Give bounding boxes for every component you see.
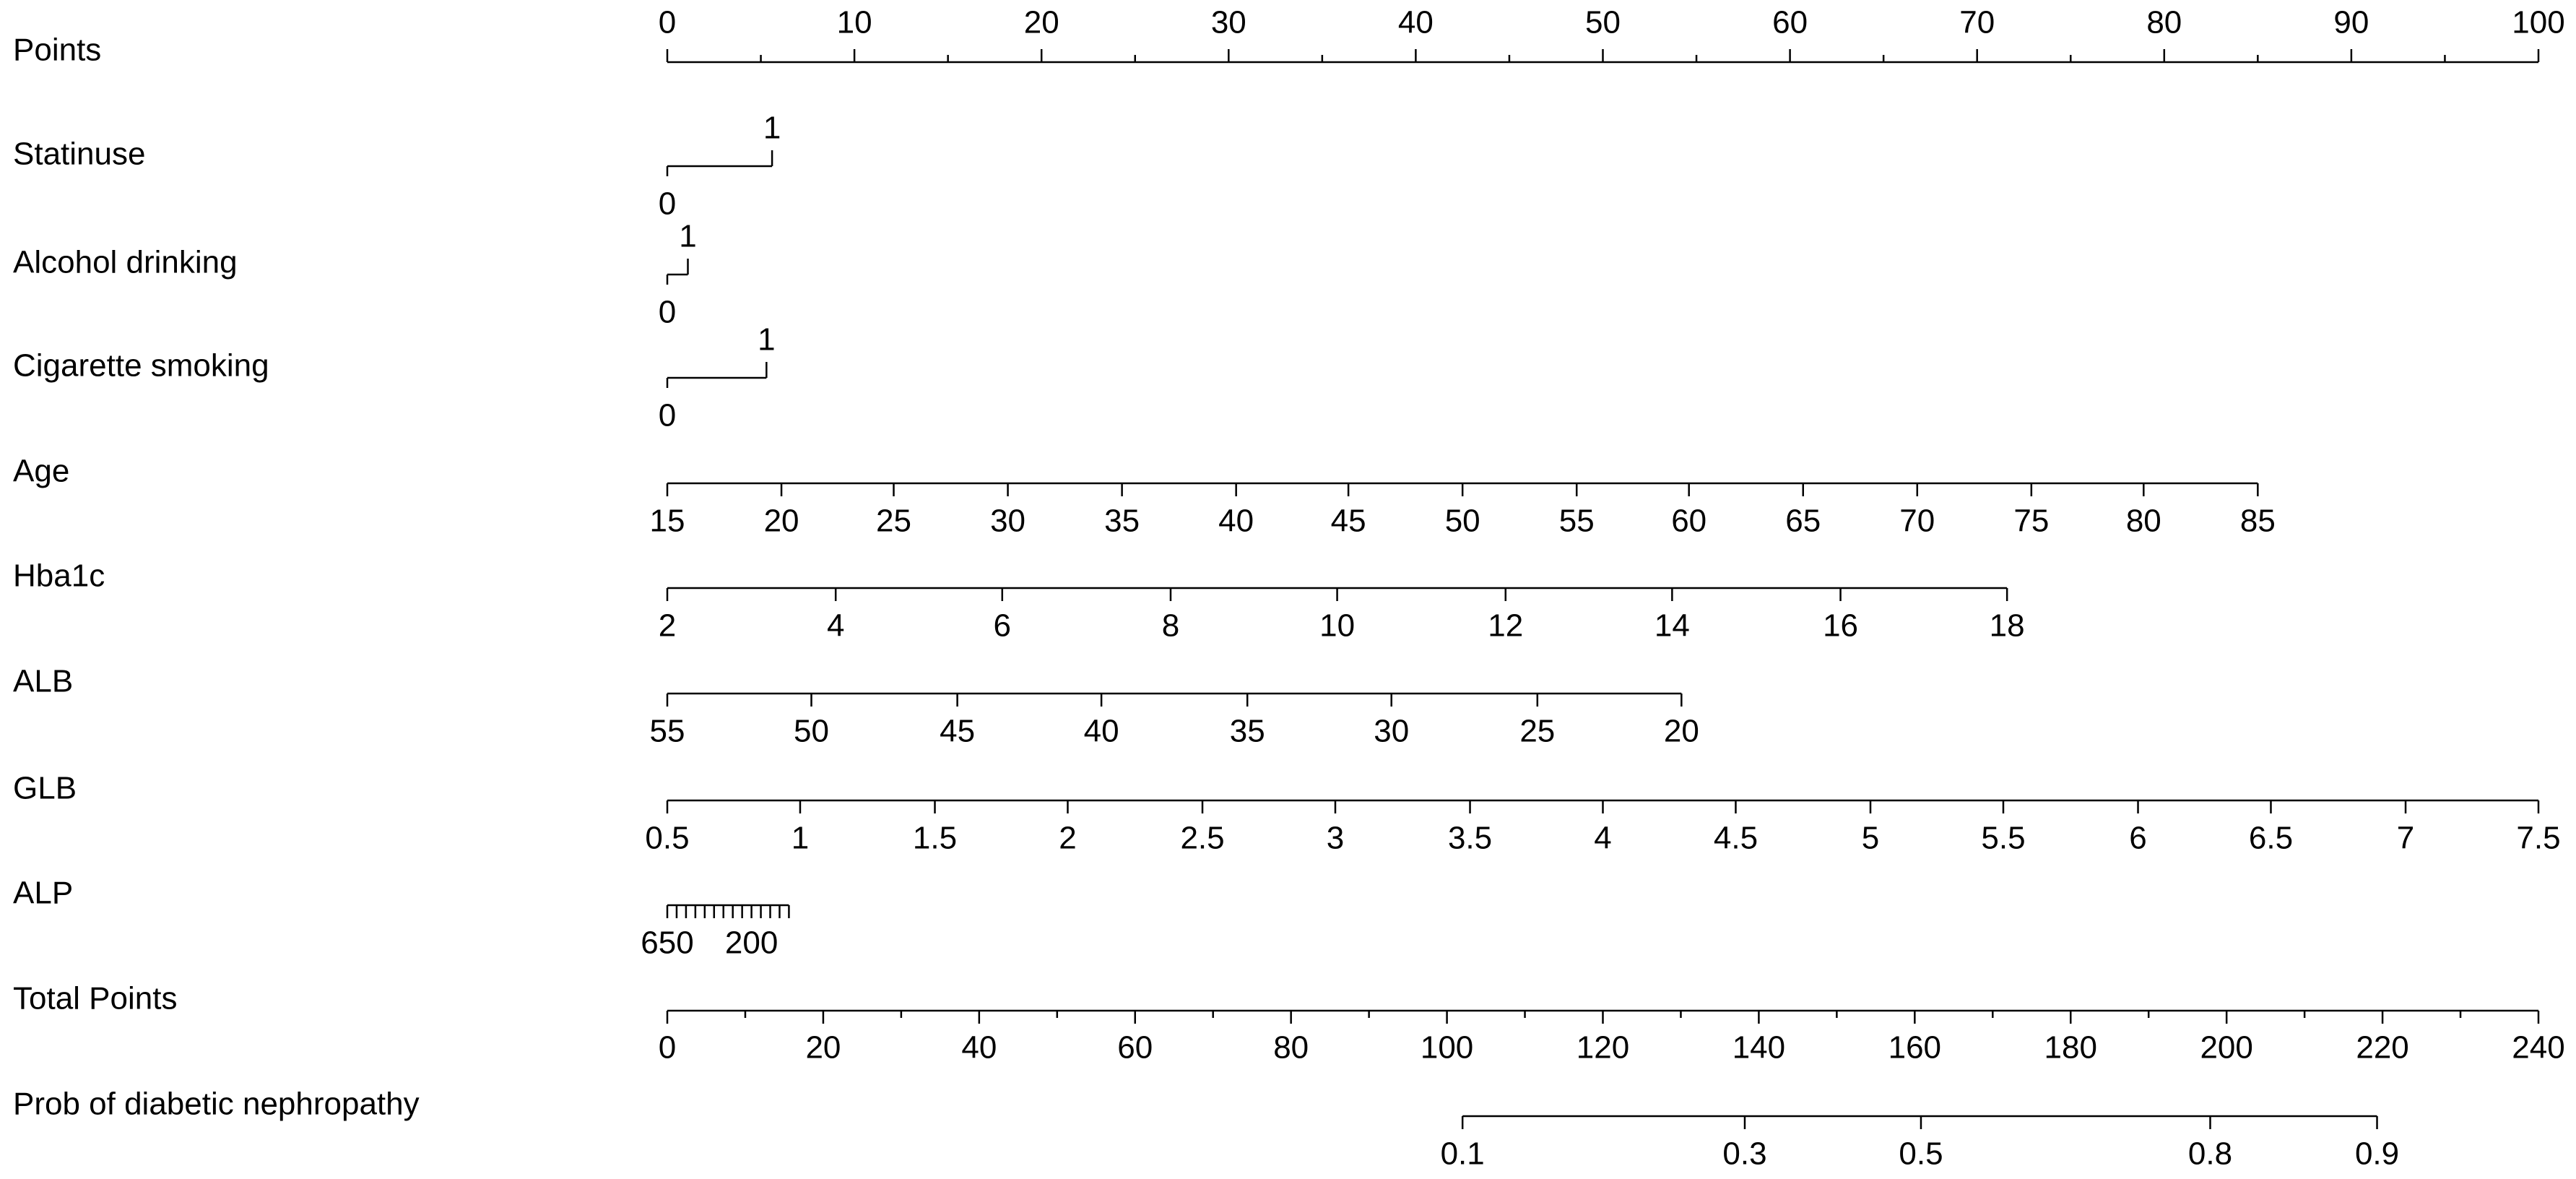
tick-label: 6 xyxy=(994,608,1011,644)
tick-label: 80 xyxy=(2126,504,2161,539)
tick-label: 8 xyxy=(1162,608,1179,644)
tick-label: 0 xyxy=(659,295,676,330)
tick-label: 3 xyxy=(1327,821,1344,856)
tick-label: 1 xyxy=(679,219,696,254)
tick-label: 0.3 xyxy=(1722,1136,1766,1172)
tick-label: 45 xyxy=(940,714,975,749)
tick-label: 15 xyxy=(650,504,685,539)
tick-label: 14 xyxy=(1655,608,1690,644)
tick-label: 5 xyxy=(1862,821,1879,856)
tick-label: 7.5 xyxy=(2516,821,2560,856)
tick-label: 40 xyxy=(961,1030,997,1066)
tick-label: 0 xyxy=(659,5,676,40)
tick-label: 0.5 xyxy=(1899,1136,1943,1172)
tick-label: 1 xyxy=(763,111,781,146)
tick-label: 80 xyxy=(1273,1030,1309,1066)
tick-label: 7 xyxy=(2397,821,2414,856)
tick-label: 40 xyxy=(1398,5,1434,40)
tick-label: 40 xyxy=(1218,504,1254,539)
row-label: Statinuse xyxy=(13,137,145,172)
tick-label: 3.5 xyxy=(1448,821,1492,856)
tick-label: 55 xyxy=(650,714,685,749)
row-label: Age xyxy=(13,454,69,489)
tick-label: 25 xyxy=(876,504,911,539)
tick-label: 20 xyxy=(805,1030,841,1066)
tick-label: 200 xyxy=(2200,1030,2252,1066)
tick-label: 0 xyxy=(659,398,676,433)
tick-label: 2.5 xyxy=(1180,821,1224,856)
tick-label: 1 xyxy=(792,821,809,856)
row-label: ALP xyxy=(13,876,73,911)
tick-label: 10 xyxy=(1319,608,1355,644)
tick-label: 75 xyxy=(2013,504,2049,539)
tick-label: 0.1 xyxy=(1441,1136,1485,1172)
tick-label: 16 xyxy=(1823,608,1858,644)
tick-label: 50 xyxy=(1585,5,1621,40)
tick-label: 4 xyxy=(1594,821,1611,856)
tick-label: 55 xyxy=(1559,504,1595,539)
tick-label: 180 xyxy=(2044,1030,2097,1066)
tick-label: 60 xyxy=(1671,504,1707,539)
tick-label: 240 xyxy=(2512,1030,2564,1066)
tick-label: 20 xyxy=(1024,5,1059,40)
tick-label: 6 xyxy=(2129,821,2146,856)
tick-label: 0.5 xyxy=(645,821,689,856)
tick-label: 18 xyxy=(1990,608,2025,644)
tick-label: 60 xyxy=(1772,5,1808,40)
tick-label: 4.5 xyxy=(1714,821,1758,856)
tick-label: 160 xyxy=(1888,1030,1941,1066)
tick-label: 5.5 xyxy=(1981,821,2025,856)
tick-label: 0 xyxy=(659,186,676,222)
tick-label: 70 xyxy=(1959,5,1995,40)
tick-label: 6.5 xyxy=(2249,821,2293,856)
tick-label: 200 xyxy=(725,925,778,961)
tick-label: 30 xyxy=(1374,714,1409,749)
tick-label: 100 xyxy=(1421,1030,1473,1066)
row-label: Cigarette smoking xyxy=(13,348,269,384)
tick-label: 45 xyxy=(1331,504,1366,539)
tick-label: 100 xyxy=(2512,5,2564,40)
tick-label: 12 xyxy=(1488,608,1523,644)
tick-label: 650 xyxy=(641,925,693,961)
tick-label: 20 xyxy=(1664,714,1699,749)
row-label: Points xyxy=(13,33,101,68)
tick-label: 120 xyxy=(1577,1030,1629,1066)
tick-label: 2 xyxy=(659,608,676,644)
tick-label: 0.8 xyxy=(2188,1136,2232,1172)
tick-label: 90 xyxy=(2333,5,2369,40)
tick-label: 80 xyxy=(2146,5,2182,40)
tick-label: 50 xyxy=(794,714,829,749)
tick-label: 20 xyxy=(764,504,799,539)
tick-label: 140 xyxy=(1732,1030,1785,1066)
tick-label: 0.9 xyxy=(2355,1136,2399,1172)
tick-label: 1 xyxy=(758,322,775,358)
tick-label: 30 xyxy=(990,504,1025,539)
row-label: Hba1c xyxy=(13,558,105,594)
row-label: ALB xyxy=(13,664,73,699)
tick-label: 35 xyxy=(1230,714,1265,749)
row-label: Alcohol drinking xyxy=(13,245,238,280)
tick-label: 2 xyxy=(1059,821,1076,856)
tick-label: 50 xyxy=(1445,504,1480,539)
tick-label: 70 xyxy=(1899,504,1935,539)
tick-label: 0 xyxy=(659,1030,676,1066)
tick-label: 30 xyxy=(1211,5,1246,40)
tick-label: 4 xyxy=(827,608,844,644)
tick-label: 65 xyxy=(1785,504,1821,539)
tick-label: 220 xyxy=(2356,1030,2408,1066)
tick-label: 25 xyxy=(1519,714,1555,749)
row-label: Total Points xyxy=(13,981,177,1016)
tick-label: 35 xyxy=(1104,504,1140,539)
tick-label: 60 xyxy=(1117,1030,1153,1066)
row-label: GLB xyxy=(13,771,77,806)
row-label: Prob of diabetic nephropathy xyxy=(13,1087,420,1122)
tick-label: 40 xyxy=(1084,714,1119,749)
tick-label: 10 xyxy=(837,5,872,40)
tick-label: 1.5 xyxy=(913,821,957,856)
tick-label: 85 xyxy=(2240,504,2276,539)
